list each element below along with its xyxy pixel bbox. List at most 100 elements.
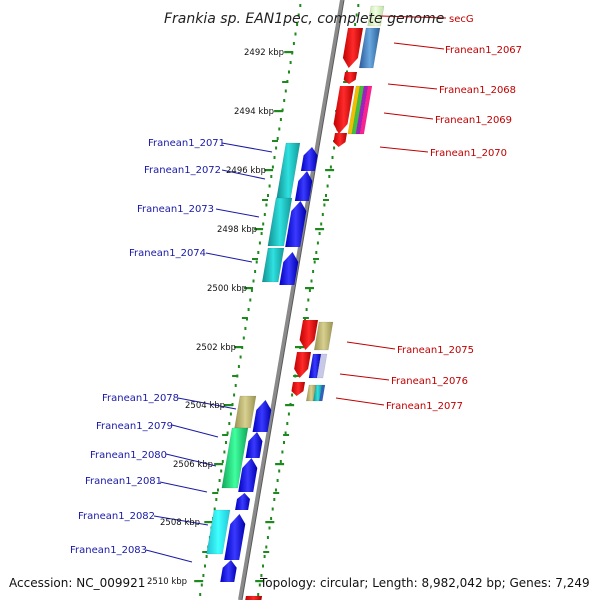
right-guide-dot: [307, 298, 310, 302]
left-guide-dot: [289, 61, 292, 64]
major-tick: [285, 404, 295, 407]
right-guide-dot: [355, 13, 358, 17]
left-guide-dot: [200, 583, 203, 587]
left-guide-dot: [204, 564, 206, 568]
left-guide-dot: [213, 507, 216, 511]
right-guide-dot: [305, 308, 308, 311]
leader-line: [171, 424, 219, 438]
leader-line: [153, 515, 209, 526]
left-guide-dot: [299, 4, 302, 7]
left-guide-dot: [255, 260, 258, 264]
right-guide-dot: [291, 393, 294, 397]
left-guide-dot: [273, 156, 276, 159]
cds-arrow-reverse: [299, 320, 318, 350]
cog-block: [318, 384, 326, 402]
right-guide-dot: [325, 194, 327, 197]
major-tick: [214, 463, 224, 466]
right-guide-dot: [316, 241, 319, 245]
cog-block: [234, 395, 257, 429]
left-guide-dot: [257, 251, 260, 254]
right-guide-dot: [331, 156, 334, 159]
major-tick: [204, 521, 214, 524]
left-guide-dot: [270, 175, 273, 178]
right-guide-dot: [287, 412, 290, 416]
minor-tick: [343, 81, 350, 83]
leader-line: [387, 83, 438, 90]
left-guide-dot: [225, 441, 227, 444]
kbp-label: 2506 kbp: [173, 460, 213, 470]
minor-tick: [272, 140, 278, 142]
gene-label[interactable]: Franean1_2080: [90, 450, 167, 461]
cog-block: [358, 27, 381, 69]
cog-block: [267, 197, 293, 247]
gene-label[interactable]: Franean1_2083: [70, 545, 147, 556]
left-gene-labels: Franean1_2071 Franean1_2072 Franean1_207…: [70, 138, 225, 556]
gene-label[interactable]: Franean1_2082: [78, 511, 155, 522]
leader-line: [379, 15, 447, 19]
right-guide-dot: [312, 270, 315, 273]
left-guide-dot: [249, 298, 252, 302]
gene-label[interactable]: Franean1_2073: [137, 204, 214, 215]
cog-block: [359, 85, 373, 135]
right-guide-dot: [273, 498, 276, 501]
map-title: Frankia sp. EAN1pec, complete genome: [164, 11, 444, 27]
right-guide-dot: [258, 583, 261, 587]
leader-line: [379, 146, 429, 153]
minor-tick: [252, 258, 258, 260]
cog-block: [313, 321, 334, 351]
gene-label[interactable]: Franean1_2072: [144, 165, 221, 176]
gene-label[interactable]: Franean1_2069: [435, 115, 512, 126]
gene-label[interactable]: Franean1_2076: [391, 376, 468, 387]
right-guide-dot: [321, 213, 324, 216]
leader-line: [221, 169, 266, 180]
minor-tick: [313, 258, 319, 260]
right-guide-dot: [265, 545, 268, 549]
gene-label[interactable]: Franean1_2071: [148, 138, 225, 149]
gene-label[interactable]: Franean1_2077: [386, 401, 463, 412]
gene-label-secG[interactable]: secG: [449, 14, 474, 25]
major-tick: [194, 580, 204, 583]
right-guide-dot: [263, 555, 266, 558]
cds-arrow-reverse: [333, 86, 354, 134]
left-guide-dot: [244, 327, 247, 330]
leader-line: [215, 208, 260, 218]
kbp-label: 2508 kbp: [160, 518, 200, 528]
gene-label[interactable]: Franean1_2067: [445, 45, 522, 56]
major-tick: [254, 228, 264, 231]
left-guide-dot: [263, 213, 266, 216]
cog-block: [367, 5, 385, 27]
gene-label[interactable]: Franean1_2081: [85, 476, 162, 487]
leader-line: [177, 397, 237, 410]
kbp-label: 2496 kbp: [226, 166, 266, 176]
left-guide-dot: [242, 336, 245, 340]
right-gene-labels: secG Franean1_2067 Franean1_2068 Franean…: [386, 14, 522, 412]
kbp-label: 2510 kbp: [147, 577, 187, 587]
left-guide-dot: [218, 479, 221, 482]
right-guide-dot: [315, 251, 318, 254]
right-guide-dot: [320, 222, 323, 226]
gene-label[interactable]: Franean1_2074: [129, 248, 206, 259]
right-guide-dot: [278, 469, 281, 473]
left-guide-dot: [265, 203, 268, 207]
major-tick: [265, 521, 275, 524]
cds-arrow-reverse: [291, 382, 305, 396]
right-guide-dot: [329, 165, 332, 169]
kbp-label: 2498 kbp: [217, 225, 257, 235]
gene-label[interactable]: Franean1_2078: [102, 393, 179, 404]
gene-label[interactable]: Franean1_2068: [439, 85, 516, 96]
leader-line: [205, 252, 253, 263]
cds-arrow-forward: [235, 493, 250, 510]
cds-arrow-forward: [238, 458, 258, 492]
cog-block: [221, 427, 249, 489]
major-tick: [264, 169, 274, 172]
cds-arrow-forward: [285, 201, 307, 247]
gene-label[interactable]: Franean1_2075: [397, 345, 474, 356]
right-guide-dot: [357, 4, 360, 7]
left-guide-dot: [258, 241, 261, 245]
cds-arrow-forward: [245, 432, 263, 458]
major-tick: [255, 580, 265, 583]
gene-label[interactable]: Franean1_2079: [96, 421, 173, 432]
gene-label[interactable]: Franean1_2070: [430, 148, 507, 159]
left-guide-dot: [279, 118, 282, 121]
kbp-labels: 2492 kbp 2494 kbp 2496 kbp 2498 kbp 2500…: [147, 48, 284, 587]
